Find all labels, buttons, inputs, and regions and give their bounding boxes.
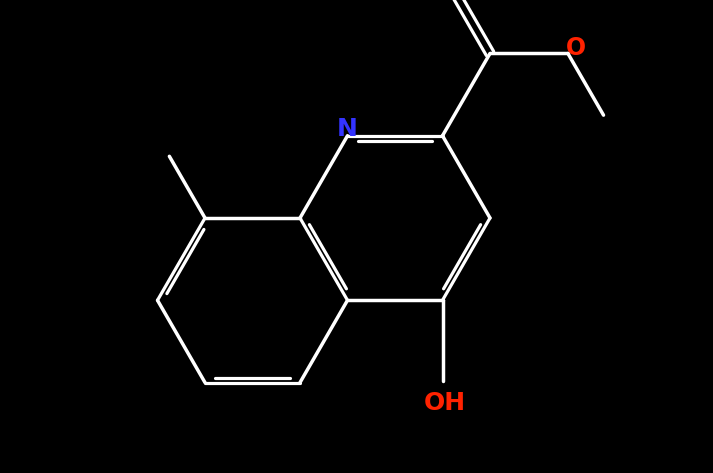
Text: N: N [337,117,358,141]
Text: OH: OH [424,391,466,415]
Text: O: O [566,36,586,61]
